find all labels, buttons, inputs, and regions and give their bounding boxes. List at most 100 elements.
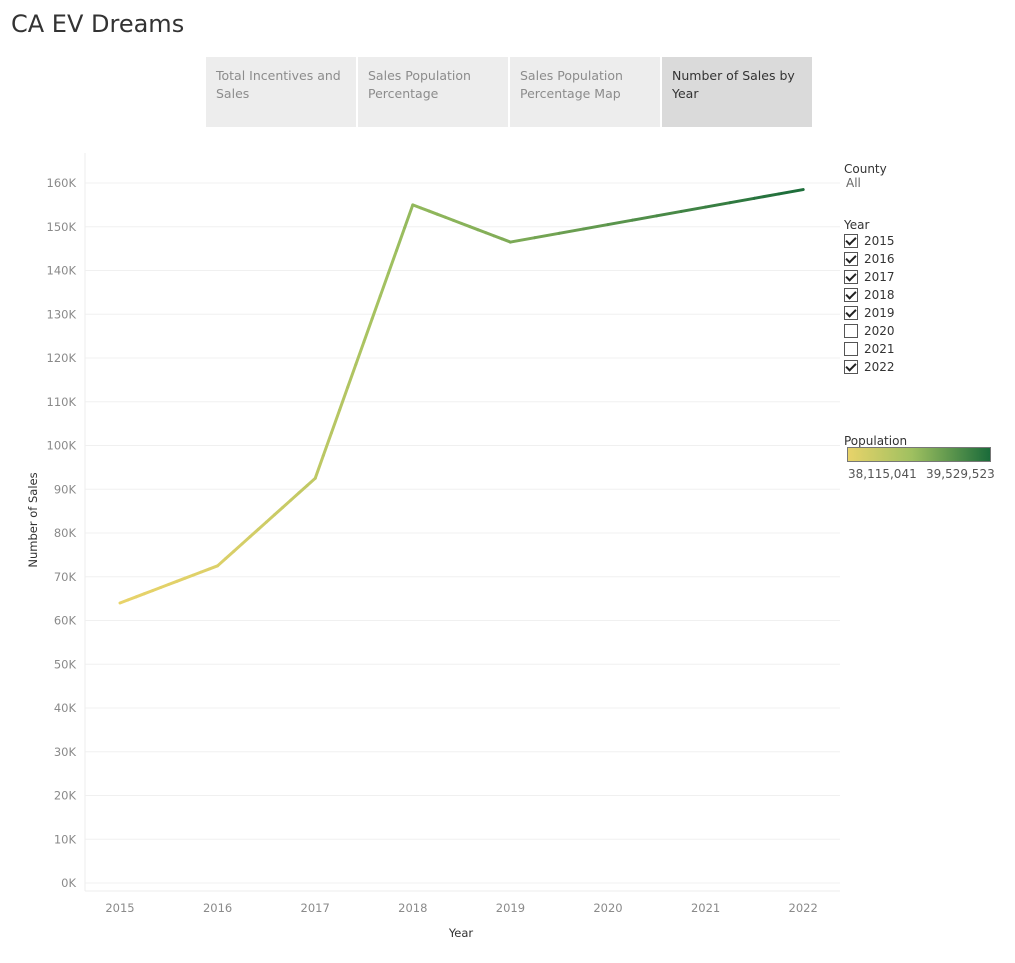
x-tick-label: 2015 bbox=[105, 901, 134, 915]
x-axis-ticks: 2015 2016 2017 2018 2019 2020 2021 2022 bbox=[105, 901, 817, 915]
series-line-segment[interactable] bbox=[386, 248, 399, 275]
tab-total-incentives-and-sales[interactable]: Total Incentives and Sales bbox=[206, 57, 356, 127]
series-line-segment[interactable] bbox=[256, 520, 268, 531]
sales-series-line[interactable] bbox=[118, 188, 805, 605]
series-line-segment[interactable] bbox=[395, 226, 407, 252]
y-tick-label: 80K bbox=[54, 526, 77, 540]
series-line-segment[interactable] bbox=[232, 542, 244, 553]
series-line-segment[interactable] bbox=[281, 498, 293, 509]
y-tick-label: 100K bbox=[47, 439, 77, 453]
y-tick-label: 160K bbox=[47, 176, 77, 190]
tab-label: Total Incentives and Sales bbox=[216, 68, 341, 101]
series-line-segment[interactable] bbox=[305, 476, 317, 488]
year-option-2015[interactable]: 2015 bbox=[844, 232, 895, 250]
year-option-label: 2017 bbox=[864, 270, 895, 284]
year-option-2017[interactable]: 2017 bbox=[844, 268, 895, 286]
series-line-segment[interactable] bbox=[728, 196, 756, 205]
year-option-2020[interactable]: 2020 bbox=[844, 322, 895, 340]
county-filter-value[interactable]: All bbox=[846, 176, 861, 190]
series-line-segment[interactable] bbox=[264, 513, 277, 524]
series-line-segment[interactable] bbox=[289, 491, 301, 502]
year-checkbox[interactable] bbox=[844, 234, 858, 248]
y-tick-label: 130K bbox=[47, 307, 77, 321]
series-line-segment[interactable] bbox=[557, 227, 586, 235]
series-line-segment[interactable] bbox=[630, 214, 659, 222]
year-checkbox[interactable] bbox=[844, 252, 858, 266]
series-line-segment[interactable] bbox=[533, 231, 561, 240]
series-line-segment[interactable] bbox=[655, 209, 683, 218]
y-tick-label: 20K bbox=[54, 789, 77, 803]
year-option-label: 2016 bbox=[864, 252, 895, 266]
x-tick-label: 2021 bbox=[691, 901, 720, 915]
series-line-segment[interactable] bbox=[378, 271, 390, 298]
year-option-label: 2020 bbox=[864, 324, 895, 338]
year-option-2018[interactable]: 2018 bbox=[844, 286, 895, 304]
y-tick-label: 140K bbox=[47, 264, 77, 278]
series-line-segment[interactable] bbox=[679, 205, 708, 213]
series-line-segment[interactable] bbox=[354, 340, 366, 366]
year-option-label: 2018 bbox=[864, 288, 895, 302]
year-checkbox[interactable] bbox=[844, 360, 858, 374]
tab-sales-population-percentage[interactable]: Sales Population Percentage bbox=[358, 57, 508, 127]
series-line-segment[interactable] bbox=[297, 484, 309, 495]
year-checkbox[interactable] bbox=[844, 324, 858, 338]
population-legend-max: 39,529,523 bbox=[926, 467, 995, 481]
y-tick-label: 120K bbox=[47, 351, 77, 365]
county-filter-label: County bbox=[844, 162, 887, 176]
series-line-segment[interactable] bbox=[777, 188, 805, 196]
series-line-segment[interactable] bbox=[321, 431, 333, 458]
y-tick-label: 150K bbox=[47, 220, 77, 234]
population-legend-label: Population bbox=[844, 434, 908, 448]
series-line-segment[interactable] bbox=[346, 362, 358, 389]
y-tick-label: 0K bbox=[61, 876, 76, 890]
tab-label: Number of Sales by Year bbox=[672, 68, 795, 101]
dashboard-tabs: Total Incentives and Sales Sales Populat… bbox=[206, 57, 812, 127]
series-line-segment[interactable] bbox=[313, 454, 325, 480]
year-option-label: 2015 bbox=[864, 234, 895, 248]
tab-number-of-sales-by-year[interactable]: Number of Sales by Year bbox=[662, 57, 812, 127]
y-tick-label: 30K bbox=[54, 745, 77, 759]
series-line-segment[interactable] bbox=[403, 203, 415, 230]
year-checkbox[interactable] bbox=[844, 288, 858, 302]
series-line-segment[interactable] bbox=[508, 236, 537, 244]
series-line-segment[interactable] bbox=[370, 294, 382, 321]
year-checkbox[interactable] bbox=[844, 342, 858, 356]
series-line-segment[interactable] bbox=[704, 201, 732, 209]
year-checkbox[interactable] bbox=[844, 270, 858, 284]
series-line-segment[interactable] bbox=[338, 385, 350, 412]
y-tick-label: 110K bbox=[47, 395, 77, 409]
x-tick-label: 2018 bbox=[398, 901, 427, 915]
population-legend-min: 38,115,041 bbox=[848, 467, 917, 481]
x-axis-title: Year bbox=[448, 926, 474, 940]
population-color-ramp bbox=[847, 447, 991, 462]
series-line-segment[interactable] bbox=[362, 317, 374, 344]
series-line-segment[interactable] bbox=[606, 218, 634, 227]
series-line-segment[interactable] bbox=[248, 527, 260, 539]
x-tick-label: 2016 bbox=[203, 901, 232, 915]
x-tick-label: 2019 bbox=[496, 901, 525, 915]
tab-label: Sales Population Percentage bbox=[368, 68, 471, 101]
y-axis-ticks: 0K 10K 20K 30K 40K 50K 60K 70K 80K 90K 100K 110K 120… bbox=[47, 176, 77, 890]
y-tick-label: 50K bbox=[54, 657, 77, 671]
year-option-2016[interactable]: 2016 bbox=[844, 250, 895, 268]
year-filter-list: 2015 2016 2017 2018 2019 2020 2021 2022 bbox=[844, 232, 895, 376]
series-line-segment[interactable] bbox=[216, 557, 228, 568]
year-option-2019[interactable]: 2019 bbox=[844, 304, 895, 322]
year-checkbox[interactable] bbox=[844, 306, 858, 320]
series-line-segment[interactable] bbox=[240, 535, 252, 546]
series-line-segment[interactable] bbox=[752, 192, 781, 200]
year-filter-label: Year bbox=[844, 218, 870, 232]
series-line-segment[interactable] bbox=[329, 408, 342, 435]
y-tick-label: 10K bbox=[54, 832, 77, 846]
county-filter-title: County bbox=[844, 158, 887, 177]
series-line-segment[interactable] bbox=[224, 549, 236, 561]
series-line-segment[interactable] bbox=[273, 505, 285, 517]
year-option-2021[interactable]: 2021 bbox=[844, 340, 895, 358]
series-line-segment[interactable] bbox=[582, 223, 610, 231]
year-option-2022[interactable]: 2022 bbox=[844, 358, 895, 376]
tab-sales-population-percentage-map[interactable]: Sales Population Percentage Map bbox=[510, 57, 660, 127]
year-option-label: 2021 bbox=[864, 342, 895, 356]
year-filter-title: Year bbox=[844, 214, 869, 233]
